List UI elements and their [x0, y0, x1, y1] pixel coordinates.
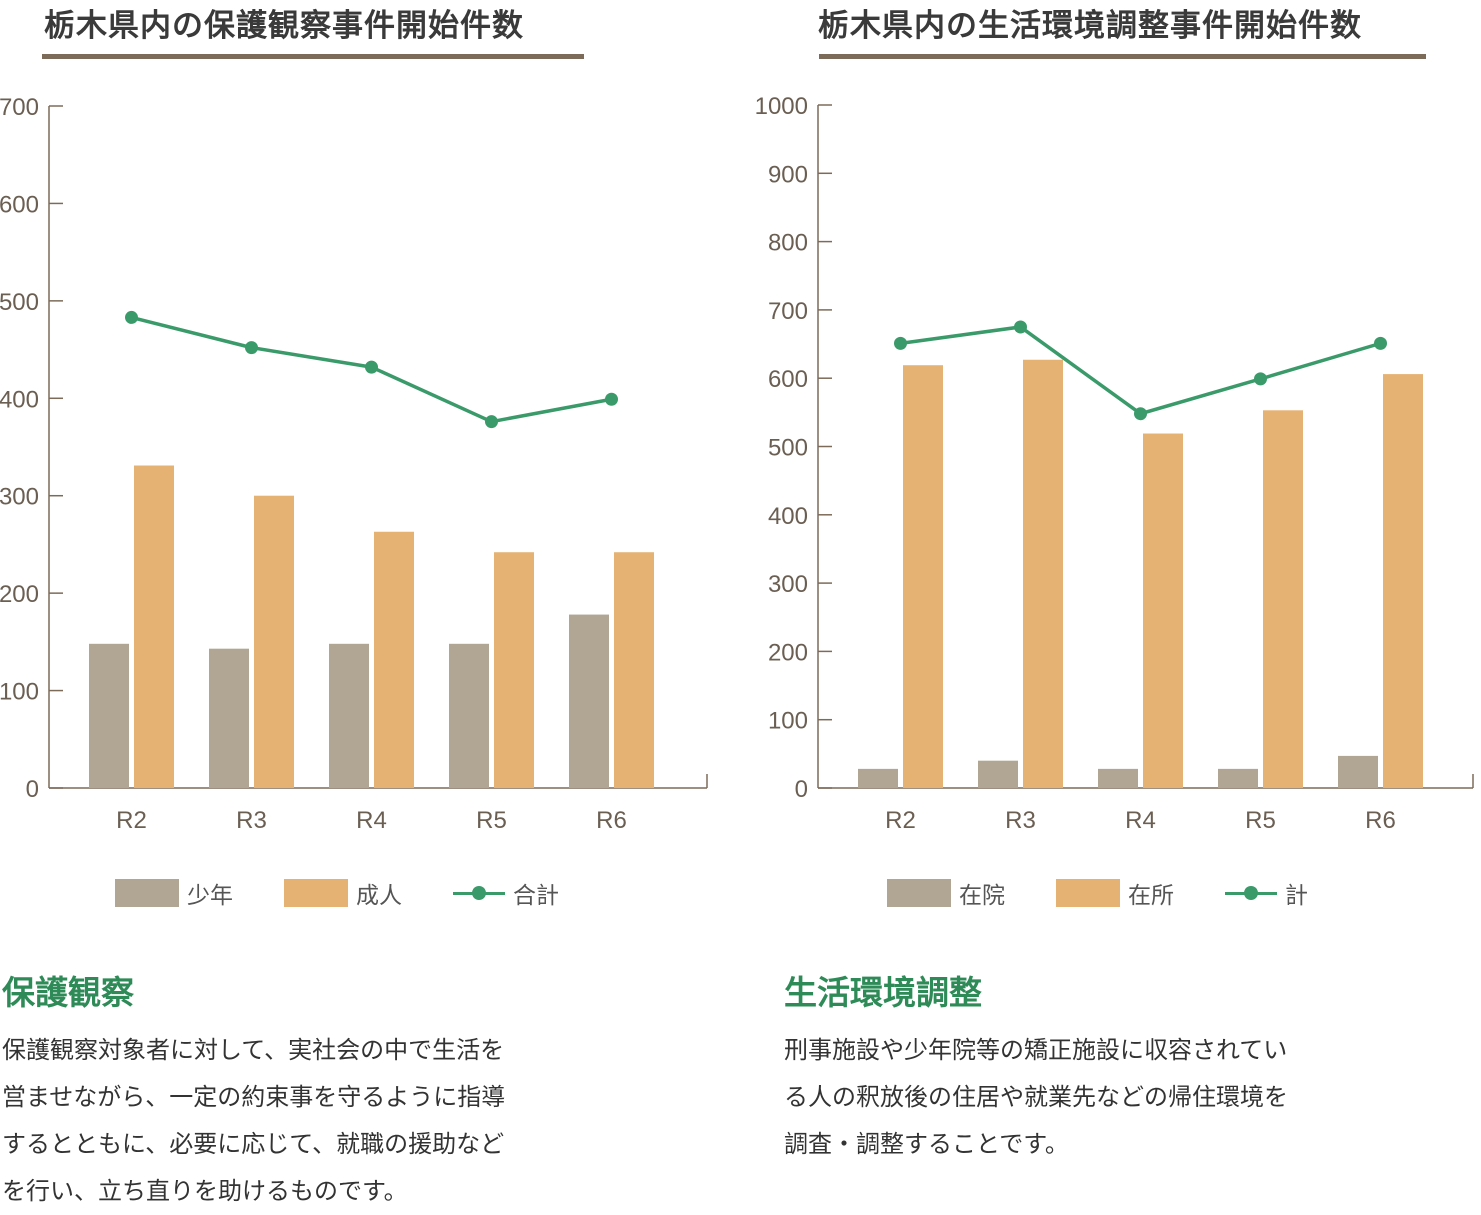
right-bar-series1 [1218, 768, 1258, 788]
right-x-tick-label: R2 [885, 807, 916, 834]
legend-item-shonen: 少年 [115, 877, 233, 909]
left-text-line: 保護観察対象者に対して、実社会の中で生活を [2, 1036, 505, 1064]
right-bar-series2 [1263, 410, 1303, 788]
left-section-heading: 保護観察 [2, 973, 134, 1012]
left-total-point [485, 415, 498, 429]
right-y-tick-label: 900 [768, 161, 808, 188]
right-section-heading: 生活環境調整 [784, 973, 982, 1012]
left-total-point [245, 341, 258, 355]
legend-item-kei: 計 [1225, 877, 1308, 909]
right-y-tick-label: 800 [768, 230, 808, 257]
right-bar-series1 [978, 760, 1018, 788]
left-bar-series2 [374, 531, 414, 788]
legend-label-seijin: 成人 [356, 883, 402, 909]
left-y-tick-label: 600 [0, 191, 39, 218]
left-section-text: 保護観察対象者に対して、実社会の中で生活を 営ませながら、一定の約束事を守るよう… [2, 1027, 505, 1215]
right-total-point [1374, 336, 1387, 350]
left-bar-series2 [254, 495, 294, 788]
legend-item-zaisho: 在所 [1056, 877, 1174, 909]
right-y-tick-label: 100 [768, 708, 808, 735]
legend-label-zaiin: 在院 [959, 883, 1005, 909]
left-y-tick-label: 200 [0, 581, 39, 608]
right-chart: 0 100 200 300 400 500 600 700 800 900 1000 R2 R3 R4 R5… [755, 93, 1474, 834]
left-chart: 0 100 200 300 400 500 600 700 R2 R3 R4 R5 R6 [0, 94, 708, 834]
right-y-tick-label: 300 [768, 571, 808, 598]
right-x-tick-label: R6 [1365, 807, 1396, 834]
left-y-tick-label: 500 [0, 289, 39, 316]
left-total-point [605, 392, 618, 406]
legend-item-gokei: 合計 [453, 877, 559, 909]
left-y-tick-label: 0 [26, 776, 39, 803]
legend-label-shonen: 少年 [187, 883, 233, 909]
left-y-tick-label: 100 [0, 679, 39, 706]
left-bar-series2 [614, 552, 654, 788]
right-y-tick-label: 600 [768, 366, 808, 393]
left-chart-title: 栃木県内の保護観察事件開始件数 [44, 8, 524, 44]
left-y-tick-label: 400 [0, 386, 39, 413]
right-total-point [1134, 407, 1147, 421]
right-bar-series1 [858, 768, 898, 788]
right-text-line: 刑事施設や少年院等の矯正施設に収容されてい [784, 1036, 1288, 1064]
left-total-point [365, 360, 378, 374]
seikatsu-kankyo-panel: 栃木県内の生活環境調整事件開始件数 0 100 200 300 400 500 600 700… [740, 0, 1481, 1194]
right-text-line: 調査・調整することです。 [784, 1130, 1069, 1158]
legend-line-marker-gokei [453, 879, 505, 907]
left-legend: 少年 成人 合計 [115, 877, 615, 909]
right-y-tick-label: 400 [768, 503, 808, 530]
right-y-tick-label: 0 [795, 776, 808, 803]
legend-item-zaiin: 在院 [887, 877, 1005, 909]
legend-swatch-shonen [115, 879, 179, 907]
left-bar-series1 [89, 643, 129, 788]
legend-swatch-seijin [284, 879, 348, 907]
right-total-point [1014, 320, 1027, 334]
left-x-tick-label: R3 [236, 807, 267, 834]
legend-item-seijin: 成人 [284, 877, 402, 909]
right-chart-title: 栃木県内の生活環境調整事件開始件数 [818, 8, 1362, 44]
left-x-tick-label: R4 [356, 807, 387, 834]
right-y-tick-label: 500 [768, 435, 808, 462]
right-x-tick-label: R4 [1125, 807, 1156, 834]
right-y-tick-label: 1000 [755, 93, 808, 120]
legend-label-kei: 計 [1285, 883, 1308, 909]
right-text-line: る人の釈放後の住居や就業先などの帰住環境を [784, 1083, 1288, 1111]
right-bar-series1 [1098, 768, 1138, 788]
right-title-rule [819, 54, 1426, 59]
left-bar-series1 [449, 643, 489, 788]
right-bar-series2 [1143, 433, 1183, 788]
left-x-tick-label: R2 [116, 807, 147, 834]
legend-line-marker-kei [1225, 879, 1277, 907]
right-bar-series2 [903, 365, 943, 788]
legend-label-gokei: 合計 [513, 883, 559, 909]
left-text-line: 営ませながら、一定の約束事を守るように指導 [2, 1083, 506, 1111]
legend-label-zaisho: 在所 [1128, 883, 1174, 909]
right-y-tick-label: 700 [768, 298, 808, 325]
left-y-tick-label: 300 [0, 484, 39, 511]
right-total-point [1254, 372, 1267, 386]
right-bar-series2 [1383, 374, 1423, 788]
right-bar-series2 [1023, 359, 1063, 788]
left-text-line: するとともに、必要に応じて、就職の援助など [2, 1130, 505, 1158]
right-y-tick-label: 200 [768, 639, 808, 666]
left-bar-series1 [209, 648, 249, 788]
legend-swatch-zaisho [1056, 879, 1120, 907]
left-title-rule [42, 54, 584, 59]
left-bar-series2 [134, 465, 174, 788]
left-x-tick-label: R6 [596, 807, 627, 834]
left-y-tick-label: 700 [0, 94, 39, 121]
hogo-kansatsu-panel: 栃木県内の保護観察事件開始件数 0 100 200 300 400 500 600 700 R2… [0, 0, 740, 1205]
right-bar-series1 [1338, 755, 1378, 788]
right-total-line [900, 325, 1381, 416]
left-total-point [125, 310, 138, 324]
left-bar-series1 [569, 614, 609, 788]
left-bar-series2 [494, 552, 534, 788]
left-text-line: を行い、立ち直りを助けるものです。 [2, 1177, 408, 1205]
right-x-tick-label: R3 [1005, 807, 1036, 834]
left-x-tick-label: R5 [476, 807, 507, 834]
legend-swatch-zaiin [887, 879, 951, 907]
right-section-text: 刑事施設や少年院等の矯正施設に収容されてい る人の釈放後の住居や就業先などの帰住… [784, 1027, 1288, 1168]
right-legend: 在院 在所 計 [887, 877, 1387, 909]
left-bar-series1 [329, 643, 369, 788]
right-x-tick-label: R5 [1245, 807, 1276, 834]
right-total-point [894, 336, 907, 350]
